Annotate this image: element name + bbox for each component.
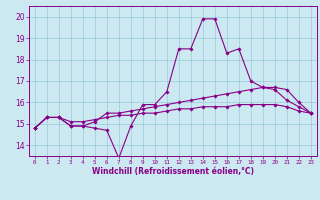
X-axis label: Windchill (Refroidissement éolien,°C): Windchill (Refroidissement éolien,°C)	[92, 167, 254, 176]
